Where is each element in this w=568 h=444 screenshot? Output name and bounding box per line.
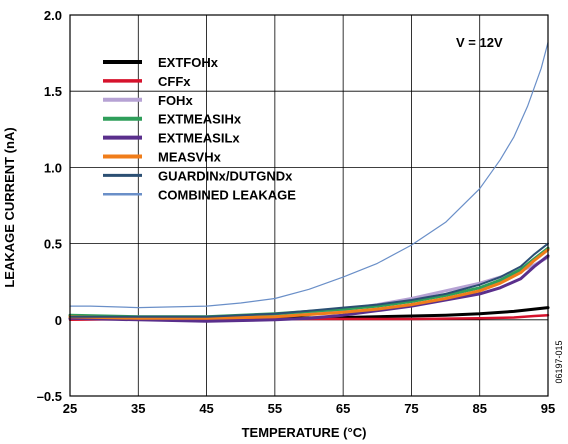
y-tick-label: 2.0 xyxy=(44,8,62,23)
legend-label: MEASVHx xyxy=(158,150,222,165)
series-line-measvhx xyxy=(68,248,550,320)
x-axis-title: TEMPERATURE (°C) xyxy=(242,425,367,440)
legend-label: EXTFOHx xyxy=(158,55,219,70)
series-line-extmeasilx xyxy=(68,254,550,323)
series-line-combined-leakage xyxy=(69,41,549,309)
y-tick-label: 0 xyxy=(55,313,62,328)
x-tick-label: 35 xyxy=(131,401,145,416)
legend-label: GUARDINx/DUTGNDx xyxy=(158,168,293,183)
x-tick-label: 25 xyxy=(63,401,77,416)
y-tick-labels: –0.5 0 0.5 1.0 1.5 2.0 xyxy=(37,8,62,404)
grid-lines xyxy=(69,14,549,397)
x-tick-labels: 25 35 45 55 65 75 85 95 xyxy=(63,401,555,416)
y-tick-label: 1.5 xyxy=(44,84,62,99)
voltage-annotation: V = 12V xyxy=(456,35,503,50)
x-tick-label: 45 xyxy=(199,401,213,416)
x-tick-label: 65 xyxy=(336,401,350,416)
legend-label: EXTMEASILx xyxy=(158,131,240,146)
y-axis-title: LEAKAGE CURRENT (nA) xyxy=(2,127,17,287)
x-tick-label: 55 xyxy=(268,401,282,416)
series-lines xyxy=(68,41,550,323)
legend-label: FOHx xyxy=(158,93,193,108)
legend-label: EXTMEASIHx xyxy=(158,112,242,127)
y-tick-label: 1.0 xyxy=(44,160,62,175)
series-line-guardinx-dutgndx xyxy=(69,242,549,318)
x-tick-label: 85 xyxy=(472,401,486,416)
x-tick-label: 75 xyxy=(404,401,418,416)
x-tick-label: 95 xyxy=(541,401,555,416)
legend: EXTFOHx CFFx FOHx EXTMEASIHx EXTMEASILx MEASV… xyxy=(103,55,296,202)
legend-label: CFFx xyxy=(158,74,191,89)
y-tick-label: –0.5 xyxy=(37,389,62,404)
legend-label: COMBINED LEAKAGE xyxy=(158,187,296,202)
y-tick-label: 0.5 xyxy=(44,237,62,252)
plot-frame xyxy=(69,14,549,397)
figure-id: 06197-015 xyxy=(554,340,564,383)
